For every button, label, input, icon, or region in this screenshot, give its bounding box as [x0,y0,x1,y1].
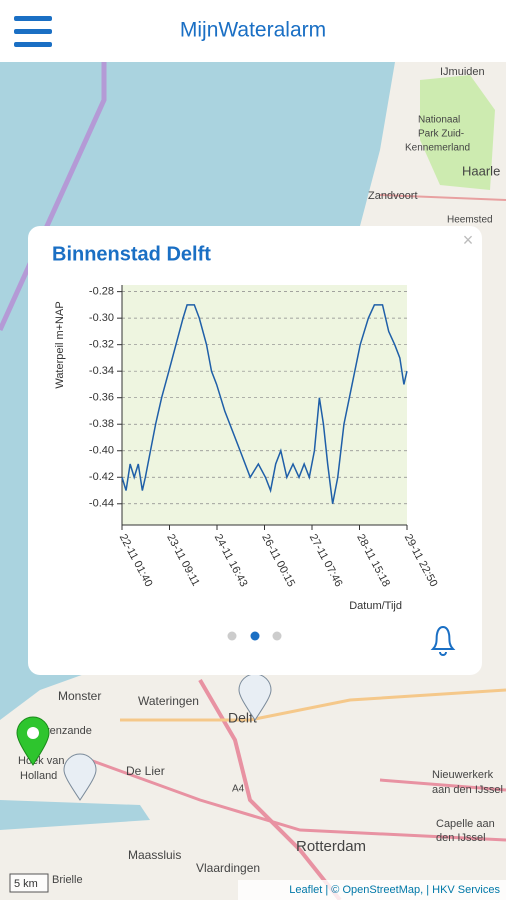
map-label: Brielle [52,874,83,886]
line [121,304,408,504]
map-label: Park Zuid- [418,129,464,140]
map-label: Kennemerland [405,143,470,154]
menu-bar [14,42,52,47]
map-label: Heemsted [447,215,493,226]
y-tick-label: -0.40 [89,445,114,457]
road [120,688,506,722]
page-dot[interactable] [227,631,237,641]
y-tick-label: -0.36 [89,392,114,404]
dunes [420,75,495,190]
y-tick-label: -0.34 [89,365,114,377]
menu-bar [14,16,52,21]
y-tick-label: -0.42 [89,471,114,483]
map-label: Wateringen [138,694,199,708]
road [379,778,506,792]
attribution-box [238,880,506,900]
map-label: aan den IJssel [432,784,503,796]
x-axis-label: Datum/Tijd [349,600,402,612]
road [89,758,506,842]
map-label: Hoek van [18,755,64,767]
bell-clapper [439,651,447,656]
y-tick-label: -0.30 [89,312,114,324]
map-label: Delft [228,710,257,726]
y-tick-label: -0.44 [89,498,114,510]
bell-button[interactable] [430,625,456,656]
close-button[interactable]: × [463,230,474,250]
app-title: MijnWateralarm [180,19,326,42]
waterway [0,800,150,830]
header [0,0,506,62]
map-label: Vlaardingen [196,861,260,875]
map-label: Capelle aan [436,818,495,830]
marker[interactable] [63,753,97,801]
map-label: Nieuwerkerk [432,769,494,781]
bell [430,625,456,650]
map-label: IJmuiden [440,66,485,78]
y-tick-label: -0.28 [89,286,114,298]
map-label: Rotterdam [296,838,366,855]
map-labels: IJmuiden Nationaal Park Zuid- Kennemerland H… [18,66,503,886]
map-label: den IJssel [436,832,486,844]
chart-title: Binnenstad Delft [52,243,211,265]
scale-box [9,873,49,893]
marker-dot [27,727,39,739]
y-axis-label: Waterpeil m+NAP [54,301,66,388]
road [379,194,506,201]
attribution[interactable]: Leaflet | © OpenStreetMap, | HKV Service… [289,884,500,896]
page-dot[interactable] [272,631,282,641]
y-tick-label: -0.38 [89,418,114,430]
map-label: Monster [58,689,101,703]
menu-button[interactable] [14,16,52,47]
y-tick-label: -0.32 [89,339,114,351]
map-label: Nationaal [418,115,460,126]
map-label: Maassluis [128,848,181,862]
map-label: avenzande [38,725,92,737]
menu-bar [14,29,52,34]
plot-area [122,285,407,525]
map-label: De Lier [126,764,165,778]
scale: 5 km [14,878,38,890]
map-label: Zandvoort [368,190,418,202]
page-dot[interactable] [250,631,260,641]
marker[interactable] [16,716,50,766]
map-label: Holland [20,770,57,782]
map-label: Haarle [462,163,500,178]
map-label: A4 [232,784,245,795]
